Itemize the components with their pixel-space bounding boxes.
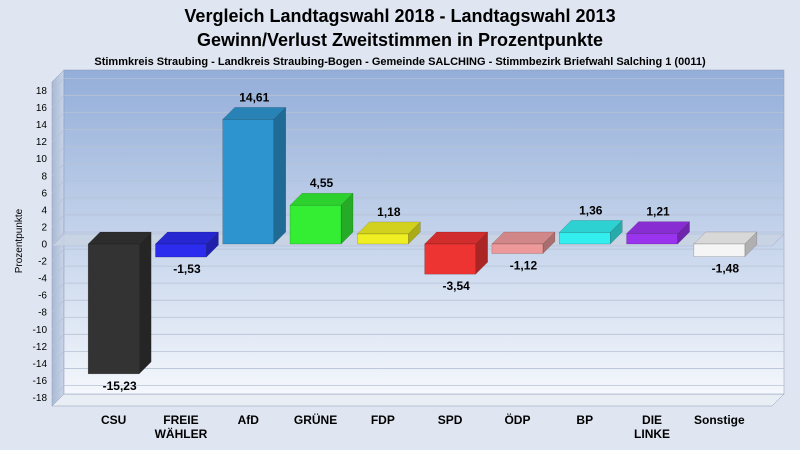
gridline-side (51, 316, 65, 330)
data-label: 1,21 (646, 205, 670, 219)
chart-title: Vergleich Landtagswahl 2018 - Landtagswa… (184, 6, 615, 26)
gridline-side (51, 129, 65, 142)
gridline-side (51, 368, 65, 381)
data-labels: -15,23 -1,53 14,61 4,55 1,18 -3,54 -1,12 1,36 1,… (103, 90, 740, 392)
y-tick-label: -6 (38, 291, 47, 302)
x-category-label: BP (576, 413, 593, 427)
bar-front (155, 243, 207, 258)
y-tick-label: 18 (36, 86, 48, 97)
bar (693, 231, 758, 258)
bar (154, 231, 220, 258)
x-category-label: FREIE (163, 413, 198, 427)
bar (625, 221, 691, 245)
data-label: 1,18 (377, 205, 401, 219)
x-category-label: GRÜNE (294, 412, 337, 427)
gridline-side (51, 146, 65, 160)
y-tick-label: 12 (36, 137, 48, 148)
y-tick-label: 2 (41, 222, 47, 233)
data-label: 14,61 (239, 90, 269, 104)
gridline-side (51, 385, 65, 398)
y-tick-label: 16 (36, 103, 48, 114)
bar-front (357, 233, 409, 245)
x-category-label: AfD (238, 413, 260, 427)
gridline-side (51, 231, 65, 245)
data-label: -3,54 (442, 279, 470, 293)
bar-front (693, 243, 746, 257)
gridline-side (51, 351, 65, 364)
bar-front (87, 243, 140, 375)
gridline-side (51, 214, 65, 228)
bar-front (222, 119, 274, 245)
bar (491, 231, 556, 255)
x-category-label: DIE (642, 413, 662, 427)
y-tick-label: 6 (41, 188, 47, 199)
gridlines (51, 78, 784, 398)
data-label: -1,53 (173, 262, 201, 276)
bar (558, 219, 623, 245)
bar-front (559, 232, 611, 245)
y-tick-label: 8 (41, 171, 47, 182)
y-axis-ticks: 18 16 14 12 10 8 6 4 2 0 -2 -4 -6 -8 -10 -12 -14 -16 -18 (33, 86, 48, 404)
y-tick-label: -14 (33, 359, 48, 370)
y-tick-label: -4 (38, 274, 47, 285)
bar-front (626, 233, 678, 245)
bars (87, 106, 758, 375)
gridline-side (51, 163, 65, 177)
gridline-side (51, 282, 65, 296)
chart-subtitle: Gewinn/Verlust Zweitstimmen in Prozentpu… (197, 30, 603, 50)
data-label: 4,55 (310, 176, 334, 190)
bar-front (491, 243, 544, 254)
y-axis-label: Prozentpunkte (14, 208, 25, 273)
gridline-side (51, 248, 65, 262)
y-tick-label: 0 (41, 240, 47, 251)
x-category-label: SPD (438, 413, 463, 427)
y-tick-label: -8 (38, 308, 47, 319)
plot-floor (51, 393, 785, 407)
data-label: -1,12 (510, 259, 538, 273)
y-tick-label: -2 (38, 257, 47, 268)
x-category-label: ÖDP (504, 412, 530, 427)
bar-side (138, 231, 152, 375)
gridline-side (51, 299, 65, 313)
y-tick-label: 14 (36, 120, 48, 131)
x-category-label: Sonstige (694, 413, 745, 427)
bar (356, 221, 421, 245)
gridline-side (51, 78, 65, 91)
y-tick-label: -16 (33, 376, 48, 387)
x-category-label: CSU (101, 413, 126, 427)
data-label: -1,48 (712, 262, 740, 276)
bar (222, 106, 287, 245)
bar-front (424, 243, 476, 275)
x-category-label: WÄHLER (155, 426, 208, 441)
gridline-side (51, 180, 65, 194)
bar (87, 231, 152, 375)
gridline-side (51, 334, 65, 347)
data-label: 1,36 (579, 203, 603, 217)
gridline-side (51, 112, 65, 125)
gridline-side (51, 265, 65, 279)
y-tick-label: -12 (33, 342, 48, 353)
x-category-label: FDP (371, 413, 395, 427)
y-tick-label: 10 (36, 154, 48, 165)
bar-front (289, 204, 342, 245)
bar-side (273, 106, 286, 245)
x-category-label: LINKE (634, 427, 670, 441)
gridline-side (51, 197, 65, 211)
bar (289, 192, 354, 245)
bar (424, 231, 489, 275)
y-tick-label: -10 (33, 325, 48, 336)
gridline-side (51, 95, 65, 108)
y-tick-label: 4 (41, 205, 47, 216)
chart-caption: Stimmkreis Straubing - Landkreis Straubi… (94, 56, 706, 68)
y-tick-label: -18 (33, 393, 48, 404)
data-label: -15,23 (103, 379, 137, 393)
